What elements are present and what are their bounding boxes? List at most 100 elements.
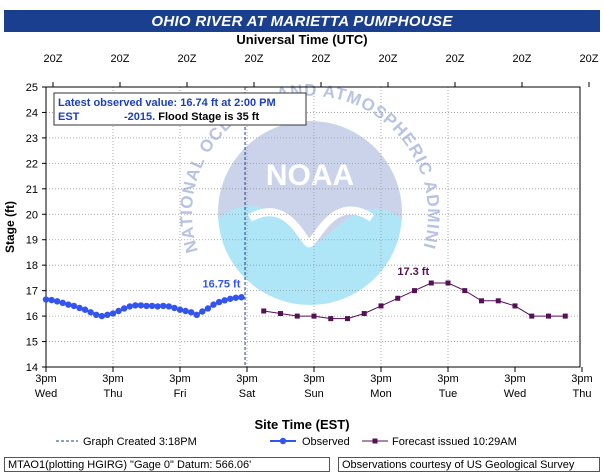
forecast-point-10: [428, 280, 434, 286]
y-tick-label-7: 21: [26, 184, 38, 196]
forecast-point-5: [345, 316, 350, 322]
bottom-tick-day-7: Wed: [504, 388, 526, 400]
y-tick-label-10: 24: [26, 107, 38, 119]
observed-point-10: [98, 312, 106, 320]
observed-point-2: [53, 298, 61, 305]
courtesy-footer: Observations courtesy of US Geological S…: [338, 457, 600, 472]
y-tick-label-2: 16: [26, 311, 38, 323]
bottom-tick-time-2: 3pm: [169, 373, 190, 385]
bottom-tick-day-1: Thu: [104, 388, 123, 400]
noaa-logo-text: NOAA: [266, 159, 354, 192]
bottom-tick-time-4: 3pm: [303, 373, 324, 385]
observed-point-28: [199, 308, 206, 315]
forecast-point-12: [462, 288, 468, 294]
top-tick-label-7: 20Z: [446, 53, 465, 65]
bottom-tick-time-7: 3pm: [504, 373, 525, 385]
observed-point-11: [104, 311, 111, 319]
bottom-tick-day-5: Mon: [370, 388, 391, 400]
observed-point-32: [221, 297, 228, 304]
y-tick-label-4: 18: [26, 260, 38, 272]
y-axis-label: Stage (ft): [3, 201, 17, 253]
observed-point-15: [126, 303, 133, 310]
top-tick-label-8: 20Z: [513, 53, 532, 65]
forecast-point-8: [395, 295, 401, 301]
forecast-point-11: [445, 280, 451, 286]
observed-point-35: [238, 294, 245, 301]
top-tick-label-6: 20Z: [379, 53, 398, 65]
observed-point-16: [132, 302, 139, 309]
bottom-tick-time-0: 3pm: [35, 373, 56, 385]
info-tz: EST: [58, 111, 80, 123]
observed-point-14: [120, 305, 128, 312]
bottom-tick-time-8: 3pm: [571, 373, 592, 385]
observed-point-25: [182, 307, 189, 315]
forecast-point-4: [328, 316, 334, 322]
observed-annotation: 16.75 ft: [202, 278, 240, 290]
forecast-point-18: [562, 313, 568, 319]
forecast-point-7: [378, 303, 384, 309]
observed-point-7: [81, 306, 89, 313]
info-box: Latest observed value: 16.74 ft at 2:00 …: [53, 92, 307, 126]
observed-point-30: [210, 301, 217, 308]
bottom-tick-day-4: Sun: [304, 388, 324, 400]
y-tick-label-6: 20: [26, 209, 38, 221]
legend-forecast-label: Forecast issued 10:29AM: [392, 436, 517, 448]
top-tick-label-4: 20Z: [245, 53, 264, 65]
y-tick-label-11: 25: [26, 82, 38, 94]
chart-title: OHIO RIVER AT MARIETTA PUMPHOUSE: [4, 10, 600, 32]
observed-point-31: [215, 298, 223, 306]
bottom-tick-day-8: Thu: [573, 388, 592, 400]
utc-axis-title: Universal Time (UTC): [236, 32, 368, 47]
observed-point-24: [176, 306, 184, 313]
info-box-frame: [53, 92, 307, 126]
forecast-point-1: [278, 311, 283, 317]
observed-point-26: [187, 309, 195, 316]
forecast-point-2: [294, 313, 300, 319]
legend-forecast-swatch-dot: [372, 438, 378, 444]
forecast-point-13: [479, 298, 484, 304]
info-flood-stage: Flood Stage is 35 ft: [155, 111, 259, 123]
plot-border: [45, 86, 581, 368]
observed-point-0: [42, 296, 50, 303]
y-tick-label-5: 19: [26, 235, 38, 247]
bottom-tick-time-5: 3pm: [370, 373, 391, 385]
legend-observed-swatch-dot: [279, 437, 287, 445]
info-flood-line: EST -2015. Flood Stage is 35 ft: [58, 111, 259, 123]
bottom-tick-time-6: 3pm: [437, 373, 458, 385]
observed-point-29: [204, 305, 212, 312]
bottom-tick-day-3: Sat: [239, 388, 256, 400]
bottom-tick-time-3: 3pm: [236, 373, 257, 385]
observed-point-3: [59, 299, 66, 307]
forecast-point-15: [512, 303, 518, 309]
series-layer: 16.75 ft 17.3 ft: [42, 266, 568, 322]
observed-point-1: [48, 296, 55, 304]
observed-point-8: [87, 309, 94, 316]
y-tick-label-3: 17: [26, 286, 38, 298]
observed-point-18: [143, 302, 150, 310]
legend: Graph Created 3:18PM Observed Forecast iss…: [56, 436, 517, 448]
legend-created-label: Graph Created 3:18PM: [83, 436, 197, 448]
info-observed-line: Latest observed value: 16.74 ft at 2:00 …: [58, 97, 276, 109]
forecast-point-16: [529, 313, 535, 319]
observed-point-4: [65, 301, 72, 308]
chart-axes: 14 15 16 17 18 19 20 21 22 23 24 25 Stage (ft) 20Z 20Z…: [3, 53, 599, 400]
forecast-point-0: [261, 308, 267, 314]
y-tick-label-8: 22: [26, 158, 38, 170]
observed-point-22: [165, 303, 173, 310]
forecast-point-3: [311, 313, 317, 319]
y-tick-label-0: 14: [26, 362, 38, 374]
observed-point-34: [232, 294, 240, 301]
noaa-gull-shape: [248, 206, 375, 248]
observed-point-20: [154, 303, 161, 310]
observed-point-19: [148, 302, 156, 310]
y-tick-label-9: 23: [26, 133, 38, 145]
observed-point-5: [70, 302, 78, 310]
top-tick-label-1: 20Z: [44, 53, 63, 65]
forecast-point-9: [412, 288, 417, 294]
observed-point-13: [115, 307, 122, 315]
bottom-tick-day-6: Tue: [439, 388, 458, 400]
observed-point-27: [193, 311, 200, 319]
top-tick-label-3: 20Z: [178, 53, 197, 65]
bottom-tick-day-2: Fri: [174, 388, 187, 400]
